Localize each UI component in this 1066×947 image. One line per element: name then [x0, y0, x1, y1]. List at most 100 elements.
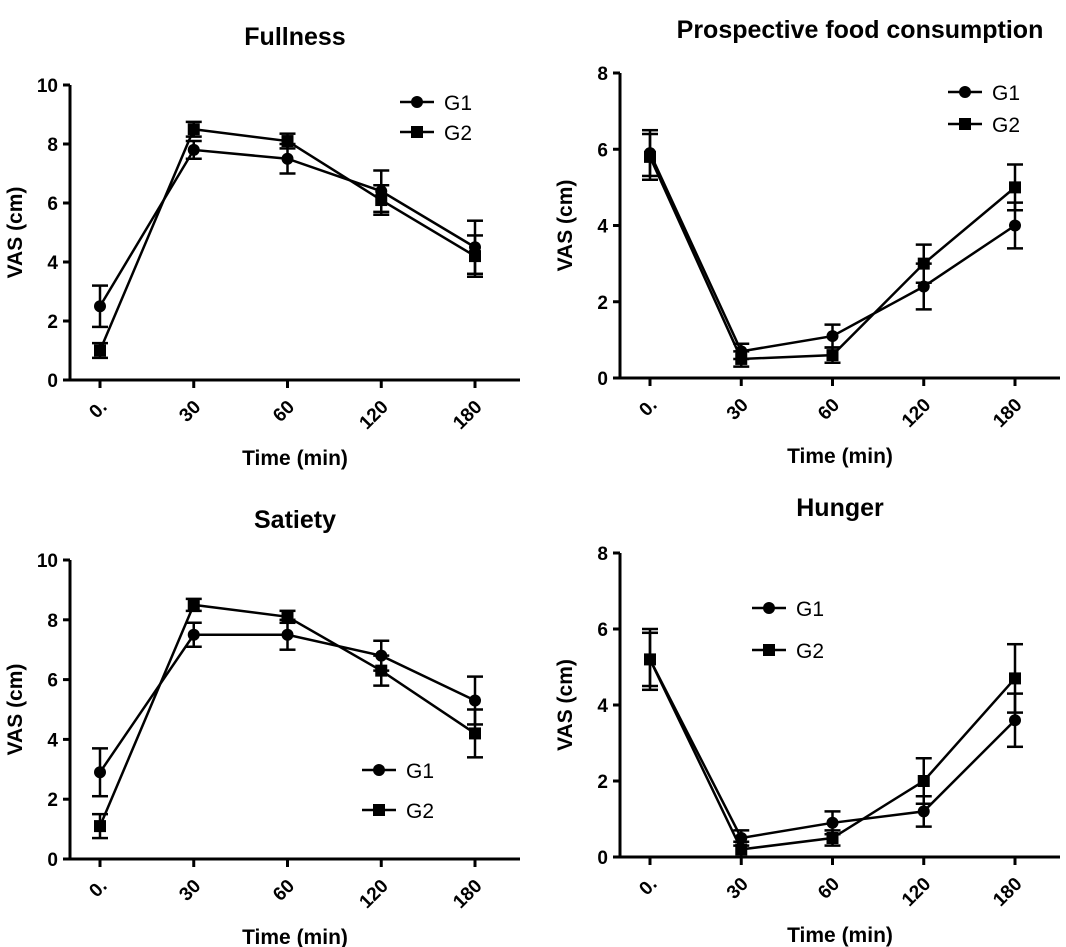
chart-title: Fullness [244, 23, 345, 51]
y-tick-label: 0 [47, 371, 58, 392]
chart-title: Prospective food consumption [677, 16, 1044, 44]
x-axis-label: Time (min) [242, 926, 348, 947]
y-tick-label: 8 [47, 135, 58, 156]
legend-marker [959, 118, 971, 130]
x-tick-label: 120 [898, 395, 935, 432]
y-tick-label: 0 [597, 369, 608, 390]
y-tick-label: 2 [47, 790, 58, 811]
x-tick-label: 30 [723, 395, 753, 425]
data-point [375, 194, 388, 207]
series-g2 [642, 627, 1023, 859]
data-point [281, 135, 294, 148]
legend-label: G1 [796, 598, 824, 621]
series-g2 [92, 120, 483, 360]
legend-item-g1: G1 [400, 92, 472, 115]
data-point [187, 143, 200, 156]
x-tick-label: 0. [635, 395, 661, 421]
data-point [187, 628, 200, 641]
x-tick-label: 60 [814, 874, 844, 904]
data-point [735, 843, 748, 856]
legend-label: G2 [406, 800, 434, 823]
data-point [187, 598, 200, 611]
y-tick-label: 6 [47, 671, 58, 692]
series-g1 [642, 128, 1023, 361]
data-point [469, 250, 481, 263]
series-g2 [92, 597, 483, 840]
y-tick-label: 6 [597, 140, 608, 161]
chart-panel-2: Prospective food consumption 0 2 4 6 8 0. 30 60 1… [554, 16, 1060, 468]
y-tick-label: 4 [47, 730, 58, 751]
data-point [1009, 181, 1021, 194]
x-tick-label: 0. [85, 397, 111, 423]
data-point [1009, 714, 1021, 727]
data-point [469, 727, 481, 740]
x-tick-label: 0. [635, 874, 661, 900]
x-tick-label: 180 [989, 395, 1026, 432]
y-tick-label: 0 [47, 850, 58, 871]
legend-label: G2 [992, 114, 1020, 137]
chart-panel-3: Satiety 0 2 4 6 8 10 0. 30 60 120 180 Time (min) VAS … [4, 506, 520, 947]
x-tick-label: 30 [175, 876, 205, 906]
chart-panel-4: Hunger 0 2 4 6 8 0. 30 60 120 180 Time (min) VAS (cm… [554, 494, 1060, 947]
x-tick-label: 120 [356, 397, 393, 434]
chart-title: Hunger [796, 494, 884, 522]
data-point [281, 610, 294, 623]
y-axis-label: VAS (cm) [554, 180, 577, 272]
data-point [644, 150, 656, 163]
data-point [644, 653, 656, 666]
y-axis-label: VAS (cm) [554, 659, 577, 751]
y-tick-label: 6 [47, 194, 58, 215]
x-axis-label: Time (min) [787, 924, 893, 947]
data-point [1009, 672, 1021, 685]
y-tick-label: 6 [597, 620, 608, 641]
legend-label: G2 [796, 640, 824, 663]
legend-marker [763, 602, 775, 614]
legend-item-g1: G1 [752, 598, 824, 621]
y-tick-label: 8 [597, 544, 608, 565]
data-point [94, 766, 106, 779]
legend-marker [763, 644, 775, 656]
series-line [648, 152, 1016, 353]
legend-item-g1: G1 [362, 760, 434, 783]
data-point [826, 832, 839, 844]
x-tick-label: 60 [269, 397, 299, 427]
data-point [917, 257, 930, 270]
legend-marker [411, 96, 423, 108]
x-axis-label: Time (min) [787, 445, 893, 468]
x-tick-label: 120 [898, 874, 935, 911]
y-tick-label: 8 [47, 611, 58, 632]
x-tick-label: 30 [175, 397, 205, 427]
legend-label: G2 [444, 122, 472, 145]
x-tick-label: 60 [814, 395, 844, 425]
data-point [917, 775, 930, 787]
legend-label: G1 [406, 760, 434, 783]
x-tick-label: 180 [989, 874, 1026, 911]
legend-item-g2: G2 [752, 640, 824, 663]
y-tick-label: 0 [597, 848, 608, 869]
legend-marker [411, 126, 423, 138]
y-axis-label: VAS (cm) [4, 187, 27, 279]
chart-title: Satiety [254, 506, 336, 534]
data-point [94, 820, 106, 833]
y-tick-label: 2 [597, 772, 608, 793]
y-tick-label: 2 [47, 312, 58, 333]
legend-item-g1: G1 [948, 82, 1020, 105]
x-tick-label: 60 [269, 876, 299, 906]
legend-item-g2: G2 [948, 114, 1020, 137]
legend-item-g2: G2 [362, 800, 434, 823]
data-point [281, 152, 294, 165]
series-line [98, 633, 476, 773]
data-point [826, 816, 839, 829]
data-point [1009, 219, 1021, 232]
y-tick-label: 4 [597, 217, 608, 238]
data-point [735, 352, 748, 365]
data-point [94, 344, 106, 357]
y-tick-label: 10 [37, 76, 58, 97]
x-axis-label: Time (min) [242, 447, 348, 470]
y-tick-label: 4 [47, 253, 58, 274]
legend-label: G1 [992, 82, 1020, 105]
data-point [187, 123, 200, 136]
legend-label: G1 [444, 92, 472, 115]
x-tick-label: 120 [356, 876, 393, 913]
